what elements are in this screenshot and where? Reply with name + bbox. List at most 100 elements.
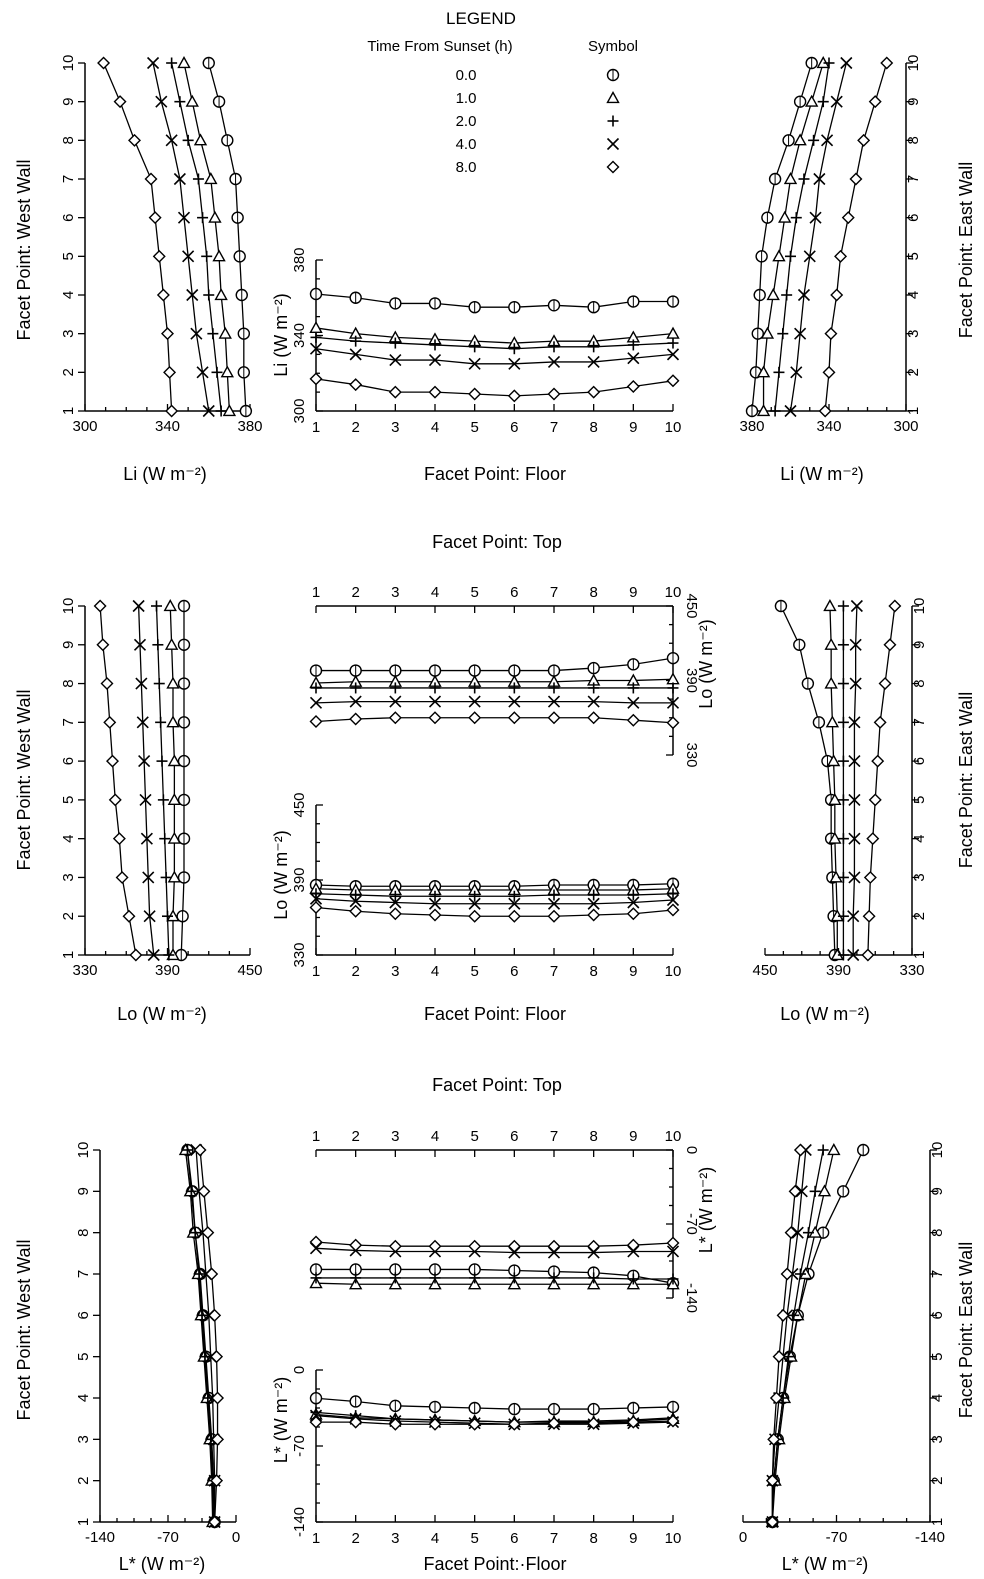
point-triangle (547, 1277, 561, 1290)
point-plus (837, 716, 849, 728)
series-circle (309, 1392, 680, 1416)
series-diamond (309, 711, 680, 730)
point-plus (769, 405, 781, 417)
point-circle (587, 300, 600, 314)
series-plus (837, 600, 849, 961)
x-tick-label: 450 (237, 962, 262, 979)
y-tick-label: 3 (60, 329, 77, 337)
legend-time-4: 8.0 (456, 159, 477, 176)
series-diamond (861, 599, 902, 962)
point-diamond (871, 754, 885, 768)
point-plus (310, 682, 322, 694)
point-diamond (108, 793, 122, 807)
x-tick-label: 6 (510, 1530, 518, 1547)
series-line (771, 1149, 802, 1522)
x-tick-label: 4 (431, 419, 439, 436)
series-line (315, 883, 674, 887)
point-cross (813, 172, 826, 186)
series-plus (769, 57, 835, 417)
series-line (315, 348, 674, 365)
y-tick-label: 380 (291, 247, 308, 272)
point-circle (177, 793, 191, 807)
point-plus (201, 250, 213, 262)
y-tick-label: 4 (75, 1394, 92, 1402)
point-cross (794, 327, 807, 340)
point-plus (823, 57, 835, 69)
point-circle (666, 651, 680, 665)
point-diamond (468, 1417, 482, 1431)
point-cross (848, 871, 861, 884)
point-plus (837, 949, 849, 961)
series-line (829, 605, 838, 955)
point-circle (237, 366, 251, 379)
legend-time-0: 0.0 (456, 67, 477, 84)
point-plus (588, 889, 600, 901)
point-triangle (772, 249, 786, 262)
point-plus (508, 682, 520, 694)
point-diamond (868, 95, 882, 109)
legend-marker-triangle (606, 91, 620, 104)
series-plus (310, 1272, 679, 1285)
point-diamond (841, 211, 855, 225)
series-circle (175, 599, 191, 962)
series-cross (309, 342, 680, 370)
series-line (315, 336, 674, 350)
point-triangle (783, 172, 798, 185)
point-cross (840, 56, 853, 70)
point-plus (837, 910, 849, 922)
series-line (170, 62, 222, 412)
point-plus (193, 1268, 205, 1280)
y-tick-label: 450 (291, 792, 308, 817)
lstar-east-xlabel: L* (W m⁻²) (782, 1554, 868, 1574)
point-diamond (211, 1391, 225, 1405)
panel-li_west: 300 340 380 1 2 3 4 5 6 7 8 9 10 (60, 55, 263, 435)
point-cross (848, 832, 861, 845)
point-triangle (756, 365, 771, 378)
point-triangle (167, 792, 182, 805)
y-tick-label: 6 (905, 213, 922, 221)
x-tick-label: 300 (72, 418, 97, 435)
point-triangle (826, 754, 841, 767)
panel-lstar_top: 1 2 3 4 5 6 7 8 9 10 -140 -70 0 (309, 1128, 700, 1313)
point-circle (627, 1401, 640, 1415)
point-circle (547, 299, 561, 312)
point-plus (798, 173, 810, 185)
point-plus (159, 833, 171, 845)
point-plus (667, 888, 679, 900)
point-cross (349, 348, 362, 361)
lstar-top-ylabel: L* (W m⁻²) (696, 1167, 716, 1253)
point-cross (587, 897, 600, 910)
series-line (774, 62, 830, 412)
y-tick-label: 5 (60, 252, 77, 260)
panel-lo_west: 330 390 450 1 2 3 4 5 6 7 8 9 10 (60, 598, 263, 979)
series-line (186, 1149, 215, 1523)
y-tick-label: 390 (683, 668, 700, 693)
point-triangle (666, 672, 680, 685)
series-diamond (193, 1143, 225, 1529)
y-tick-label: 5 (75, 1352, 92, 1360)
series-line (316, 1277, 673, 1280)
point-diamond (507, 389, 521, 403)
x-tick-label: 9 (629, 419, 637, 436)
point-plus (627, 1273, 639, 1285)
series-plus (310, 888, 679, 902)
point-diamond (507, 1417, 521, 1431)
point-plus (469, 1272, 481, 1284)
point-cross (803, 250, 816, 263)
x-tick-label: 1 (312, 1128, 320, 1145)
point-cross (547, 695, 561, 708)
point-plus (211, 366, 223, 378)
x-tick-label: 5 (470, 1530, 478, 1547)
point-circle (389, 297, 402, 310)
series-line (315, 293, 673, 308)
point-cross (784, 404, 797, 418)
point-triangle (828, 831, 842, 844)
point-plus (837, 600, 849, 612)
point-diamond (205, 1267, 219, 1281)
y-tick-label: 9 (60, 97, 77, 105)
series-cross (784, 56, 853, 418)
legend: LEGEND Time From Sunset (h) Symbol 0.0 1.… (367, 9, 638, 176)
point-plus (152, 639, 164, 651)
point-cross (155, 95, 168, 108)
point-diamond (128, 133, 141, 147)
